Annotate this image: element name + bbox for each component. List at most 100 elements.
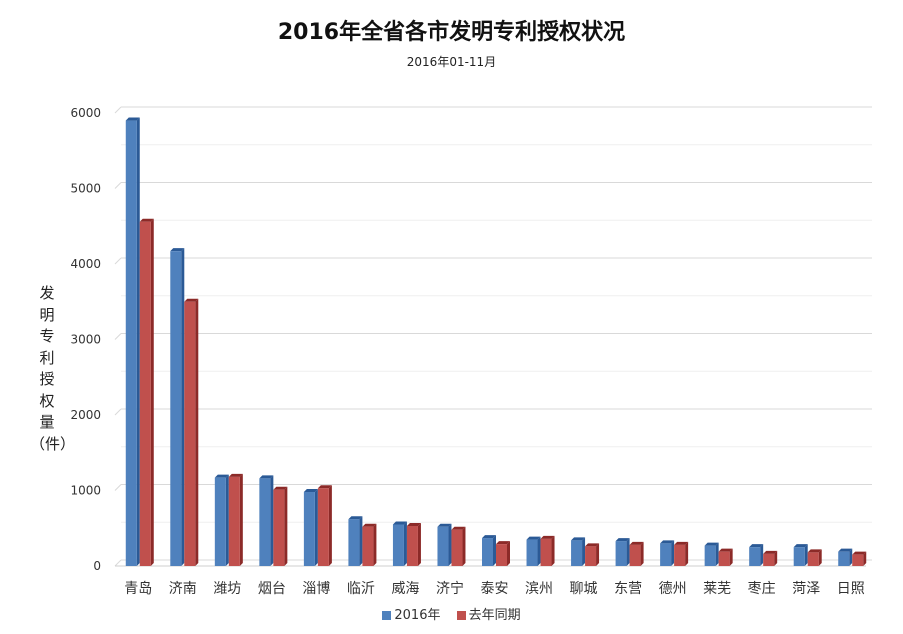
bar-last-year <box>807 552 819 566</box>
y-axis-label-char: 发 <box>39 284 55 302</box>
bar-top <box>571 537 586 541</box>
x-tick-label: 聊城 <box>570 581 598 597</box>
gridline-depth <box>114 408 122 416</box>
legend-label-2016: 2016年 <box>394 608 441 623</box>
bar-top <box>437 523 452 527</box>
bar-side <box>150 218 154 566</box>
bar-2016 <box>214 477 226 566</box>
y-axis-label-char: 利 <box>39 348 55 367</box>
bar-2016 <box>571 540 583 566</box>
legend: 2016年 去年同期 <box>0 604 903 623</box>
bar-top <box>585 543 600 547</box>
bar-top <box>392 521 407 525</box>
y-tick-label: 0 <box>93 559 101 573</box>
bar-side <box>448 523 452 566</box>
bar-side <box>462 526 466 566</box>
bar-side <box>715 542 719 566</box>
bar-side <box>596 543 600 566</box>
bar-side <box>818 549 822 566</box>
bar-top <box>303 489 318 493</box>
bar-side <box>729 548 733 566</box>
x-tick-label: 枣庄 <box>748 580 776 597</box>
x-tick-label: 日照 <box>837 581 865 597</box>
bar-2016 <box>348 519 360 566</box>
bar-top <box>406 522 421 526</box>
bar-side <box>284 486 288 566</box>
bar-top <box>348 516 363 520</box>
bar-side <box>685 541 689 566</box>
chart-subtitle: 2016年01-11月 <box>406 55 497 69</box>
bar-top <box>273 486 288 490</box>
legend-swatch-2016 <box>382 611 392 620</box>
bar-top <box>496 541 510 545</box>
legend-item-2016: 2016年 <box>382 604 440 623</box>
bar-side <box>373 523 377 566</box>
bar-2016 <box>125 120 137 567</box>
y-axis-label-char: 明 <box>39 305 55 324</box>
bar-2016 <box>704 545 716 566</box>
bar-last-year <box>273 489 285 566</box>
y-tick-label: 4000 <box>70 257 101 271</box>
x-tick-label: 淄博 <box>302 580 330 597</box>
bar-top <box>540 535 555 539</box>
bar-2016 <box>303 492 315 566</box>
bar-top <box>660 540 675 544</box>
y-tick-label: 3000 <box>70 333 101 347</box>
bar-last-year <box>228 476 240 566</box>
bar-side <box>181 248 185 567</box>
gridline-depth <box>114 484 122 491</box>
bar-top <box>749 544 764 548</box>
bar-side <box>314 489 318 566</box>
x-tick-label: 东营 <box>614 581 642 597</box>
bar-last-year <box>718 551 730 566</box>
bar-last-year <box>317 488 329 566</box>
bar-2016 <box>259 478 271 566</box>
bar-side <box>270 475 274 566</box>
bar-last-year <box>852 554 864 566</box>
y-axis-label-char: 专 <box>39 327 55 345</box>
y-tick-label: 6000 <box>70 106 101 120</box>
gridline-depth <box>114 106 122 114</box>
bar-last-year <box>540 538 552 566</box>
bar-side <box>640 541 644 566</box>
bar-side <box>225 474 229 566</box>
bar-side <box>136 117 140 567</box>
chart-title: 2016年全省各市发明专利授权状况 <box>277 20 626 45</box>
bar-top <box>793 544 808 548</box>
bar-side <box>359 516 363 566</box>
bar-last-year <box>763 553 775 566</box>
bar-top <box>259 475 274 479</box>
bar-2016 <box>170 251 182 567</box>
bar-top <box>526 536 541 540</box>
bar-top <box>170 248 185 252</box>
bar-top <box>615 538 630 542</box>
bar-top <box>704 542 719 546</box>
x-tick-label: 济南 <box>169 581 197 597</box>
bar-top <box>482 535 496 539</box>
bar-2016 <box>838 551 850 566</box>
bar-top <box>214 474 229 478</box>
bar-side <box>774 550 778 566</box>
y-tick-label: 2000 <box>70 408 101 422</box>
bar-last-year <box>451 529 463 566</box>
bar-last-year <box>184 301 196 566</box>
bar-side <box>760 544 764 566</box>
gridline-depth <box>114 257 122 265</box>
bar-last-year <box>585 546 597 566</box>
legend-item-last-year: 去年同期 <box>456 604 521 623</box>
bar-top <box>317 485 332 489</box>
gridline-depth <box>114 333 122 340</box>
bar-side <box>537 536 541 566</box>
y-axis-label-char: 授 <box>39 370 55 388</box>
y-tick-label: 5000 <box>70 182 101 196</box>
bar-2016 <box>437 526 449 566</box>
bar-last-year <box>496 544 507 566</box>
bar-2016 <box>392 524 404 566</box>
legend-swatch-last-year <box>456 611 466 620</box>
x-tick-label: 潍坊 <box>213 581 241 597</box>
x-tick-label: 莱芜 <box>703 580 731 597</box>
bar-top <box>125 117 140 121</box>
bar-2016 <box>615 541 627 566</box>
bar-last-year <box>629 544 641 566</box>
